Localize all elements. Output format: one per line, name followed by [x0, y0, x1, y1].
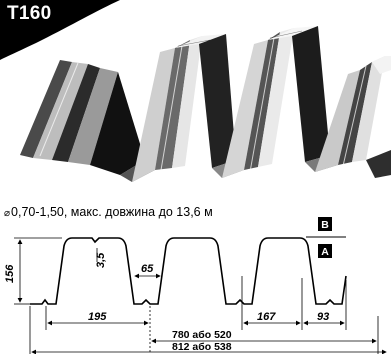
dim-rib-label: 3,5: [95, 252, 107, 268]
dim-height-label: 156: [4, 264, 16, 283]
dim-inner-bottom-label: 167: [257, 311, 276, 323]
title-tab-shape: [0, 0, 120, 60]
dim-edge-label: 93: [317, 311, 329, 323]
profile-outline: [30, 237, 347, 305]
dim-top-width-label: 65: [141, 263, 154, 275]
product-title: T160: [7, 3, 52, 24]
dim-edge: [301, 278, 347, 330]
marker-b: B: [318, 217, 332, 231]
marker-a-label: A: [321, 246, 329, 258]
dim-total-width-label: 812 або 538: [172, 341, 232, 353]
dim-cover-width-label: 780 або 520: [172, 329, 232, 341]
spec-text: 0,70-1,50, макс. довжина до 13,6 м: [11, 205, 213, 219]
marker-b-label: B: [321, 219, 329, 231]
spec-line: ⌀0,70-1,50, макс. довжина до 13,6 м: [4, 205, 213, 219]
marker-a: A: [318, 244, 332, 258]
dim-pitch: [45, 306, 151, 330]
sheet-illustration: [20, 26, 391, 182]
thickness-symbol: ⌀: [4, 208, 11, 219]
dim-pitch-label: 195: [88, 311, 107, 323]
dim-total-width: [29, 306, 387, 354]
dim-inner-bottom: [241, 276, 301, 330]
dim-height: [14, 237, 62, 305]
